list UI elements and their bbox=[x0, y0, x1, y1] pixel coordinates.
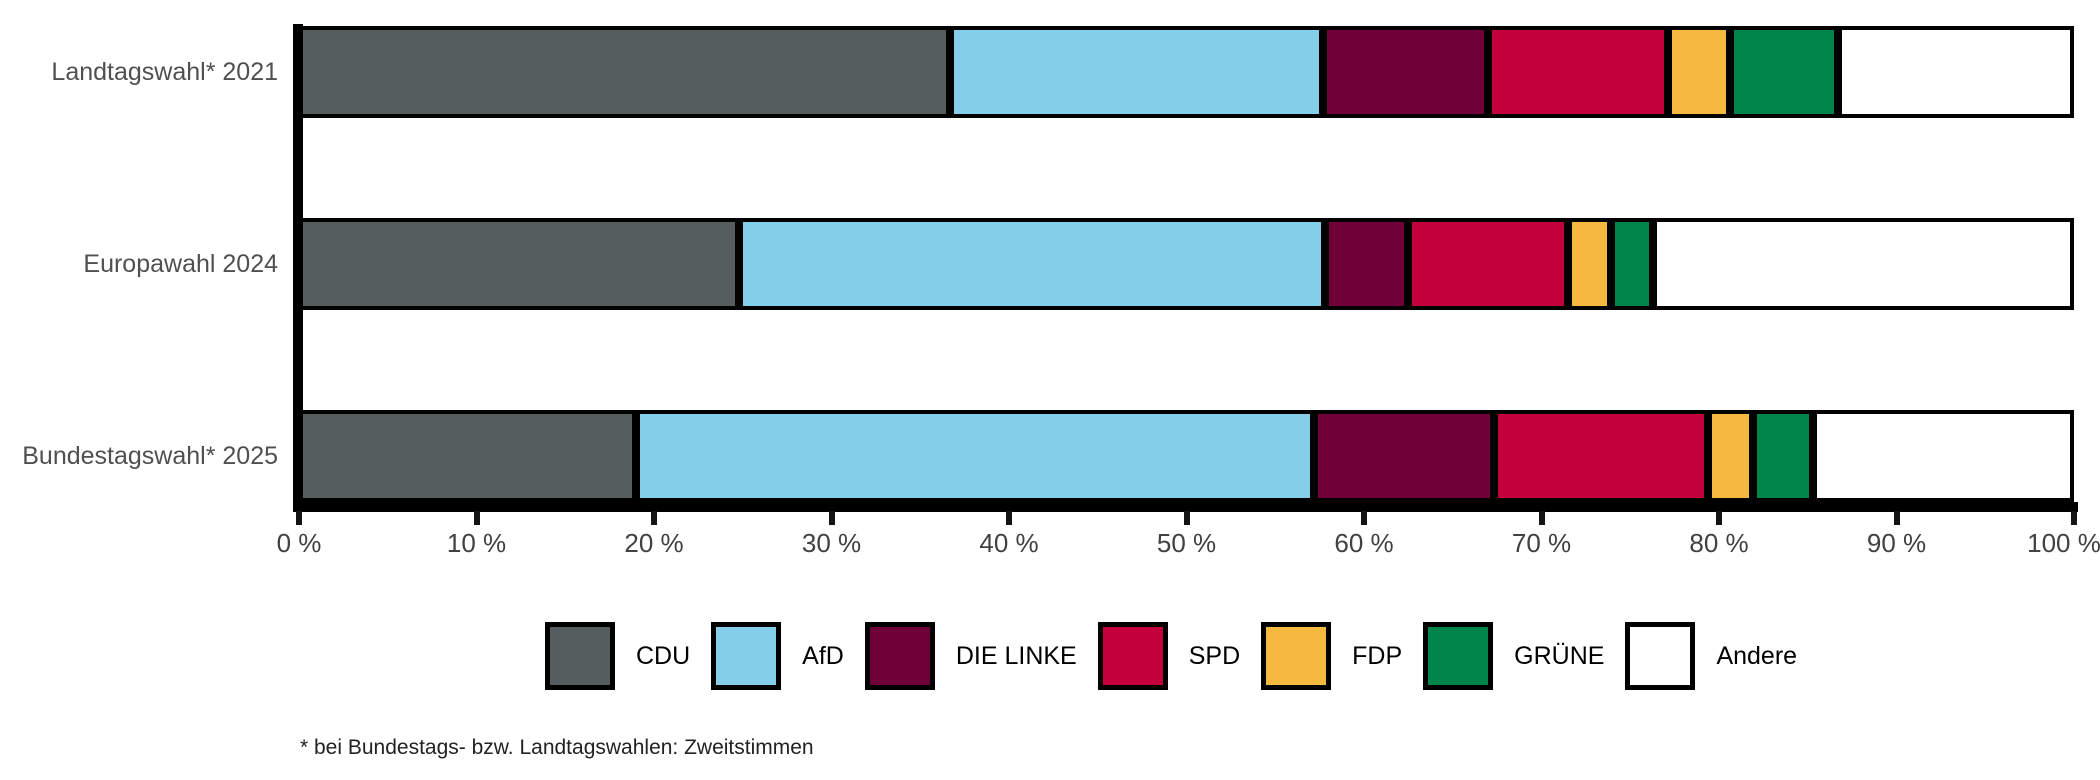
bar-row-europawahl-2024 bbox=[299, 218, 2074, 310]
x-axis-tick-label: 80 % bbox=[1689, 528, 1749, 558]
bar-segment-die-linke bbox=[1324, 218, 1409, 310]
legend: CDU AfD DIE LINKE SPD FDP GRÜNE Andere bbox=[545, 622, 1797, 690]
row-label-bundestagswahl-2025: Bundestagswahl* 2025 bbox=[22, 442, 278, 470]
footnote: * bei Bundestags- bzw. Landtagswahlen: Z… bbox=[300, 736, 814, 759]
row-label-landtagswahl-2021: Landtagswahl* 2021 bbox=[51, 58, 278, 86]
x-axis-tick-label: 10 % bbox=[446, 528, 507, 558]
x-axis-tick bbox=[1716, 511, 1722, 525]
x-axis-tick bbox=[2071, 511, 2077, 525]
bar-segment-afd bbox=[636, 410, 1315, 502]
legend-item-cdu: CDU bbox=[545, 622, 690, 690]
bar-segment-gr-ne bbox=[1752, 410, 1814, 502]
x-axis-tick-label: 50 % bbox=[1156, 528, 1217, 558]
bar-segment-fdp bbox=[1568, 218, 1611, 310]
legend-swatch-gr-ne bbox=[1423, 622, 1494, 690]
x-axis-tick bbox=[651, 511, 657, 525]
row-label-europawahl-2024: Europawahl 2024 bbox=[83, 250, 278, 278]
legend-item-andere: Andere bbox=[1625, 622, 1797, 690]
bar-segment-die-linke bbox=[1314, 410, 1494, 502]
bar-segment-andere bbox=[1837, 26, 2074, 118]
bar-segment-afd bbox=[739, 218, 1325, 310]
legend-label-spd: SPD bbox=[1188, 641, 1241, 670]
x-axis-tick-label: 0 % bbox=[276, 528, 322, 558]
x-axis-tick-label: 20 % bbox=[624, 528, 684, 558]
bar-segment-andere bbox=[1813, 410, 2074, 502]
bar-segment-fdp bbox=[1708, 410, 1753, 502]
bar-segment-cdu bbox=[299, 26, 951, 118]
bar-segment-gr-ne bbox=[1729, 26, 1838, 118]
legend-item-spd: SPD bbox=[1097, 622, 1241, 690]
x-axis-tick-label: 90 % bbox=[1866, 528, 1927, 558]
legend-item-afd: AfD bbox=[711, 622, 844, 690]
x-axis-tick bbox=[1006, 511, 1012, 525]
x-axis-line bbox=[293, 502, 2078, 512]
x-axis-tick bbox=[296, 511, 302, 525]
x-axis-tick bbox=[1183, 511, 1190, 525]
bar-segment-spd bbox=[1488, 26, 1668, 118]
x-axis-tick bbox=[1361, 511, 1367, 525]
bar-segment-cdu bbox=[299, 410, 637, 502]
bar-segment-die-linke bbox=[1323, 26, 1489, 118]
bar-segment-fdp bbox=[1667, 26, 1730, 118]
legend-swatch-die-linke bbox=[864, 622, 935, 690]
x-axis-tick-label: 70 % bbox=[1511, 528, 1572, 558]
bar-segment-gr-ne bbox=[1610, 218, 1654, 310]
x-axis-tick bbox=[1893, 511, 1900, 525]
legend-label-gr-ne: GRÜNE bbox=[1514, 641, 1605, 670]
x-axis-tick-label: 30 % bbox=[801, 528, 862, 558]
bar-segment-spd bbox=[1408, 218, 1569, 310]
legend-swatch-spd bbox=[1097, 622, 1168, 690]
legend-item-fdp: FDP bbox=[1261, 622, 1402, 690]
bar-segment-cdu bbox=[299, 218, 740, 310]
legend-label-fdp: FDP bbox=[1352, 641, 1403, 670]
bar-segment-afd bbox=[950, 26, 1324, 118]
legend-label-afd: AfD bbox=[802, 641, 844, 670]
legend-label-cdu: CDU bbox=[636, 641, 691, 670]
y-axis-line bbox=[293, 24, 303, 512]
bar-segment-spd bbox=[1493, 410, 1709, 502]
legend-label-die-linke: DIE LINKE bbox=[955, 641, 1077, 670]
x-axis-tick bbox=[828, 511, 835, 525]
legend-swatch-fdp bbox=[1261, 622, 1332, 690]
legend-swatch-andere bbox=[1625, 622, 1696, 690]
x-axis-tick-label: 40 % bbox=[979, 528, 1039, 558]
bar-segment-andere bbox=[1653, 218, 2074, 310]
bar-row-landtagswahl-2021 bbox=[299, 26, 2074, 118]
x-axis-tick bbox=[473, 511, 480, 525]
legend-item-die-linke: DIE LINKE bbox=[864, 622, 1077, 690]
x-axis-tick-label: 60 % bbox=[1334, 528, 1394, 558]
x-axis-tick-label: 100 % bbox=[2027, 528, 2100, 558]
legend-swatch-cdu bbox=[545, 622, 615, 690]
x-axis-tick bbox=[1538, 511, 1545, 525]
legend-swatch-afd bbox=[711, 622, 782, 690]
legend-label-andere: Andere bbox=[1716, 641, 1798, 670]
bar-row-bundestagswahl-2025 bbox=[299, 410, 2074, 502]
legend-item-gr-ne: GRÜNE bbox=[1423, 622, 1604, 690]
